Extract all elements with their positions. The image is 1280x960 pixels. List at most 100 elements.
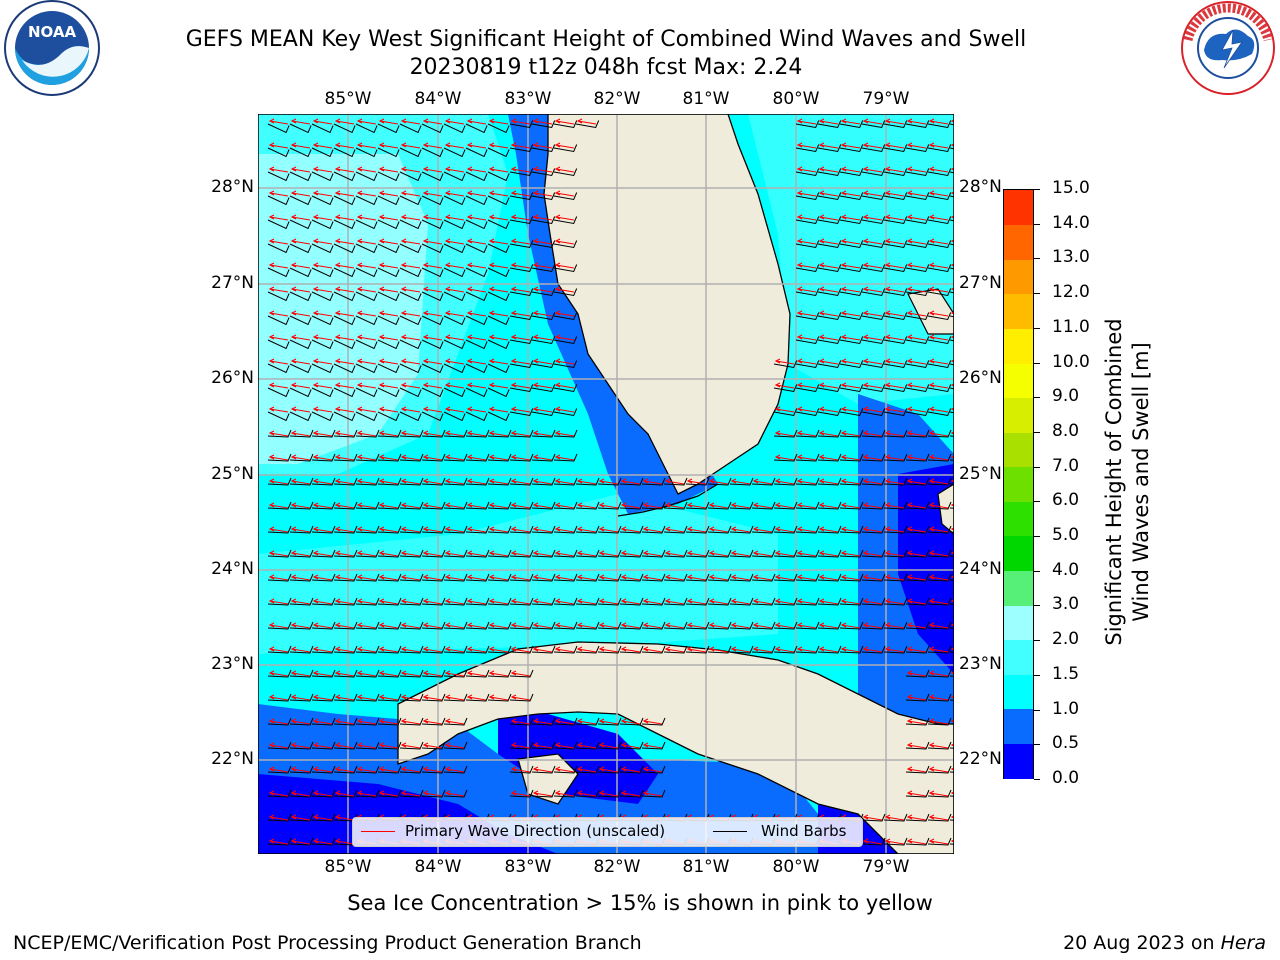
colorbar-tick-label: 13.0	[1052, 247, 1090, 268]
wind-barb	[883, 645, 908, 654]
wind-barb	[531, 120, 556, 129]
lat-tick-left: 23°N	[211, 654, 254, 674]
wave-direction-arrow	[796, 358, 817, 365]
wind-barb	[597, 765, 622, 774]
wave-direction-arrow	[400, 718, 421, 725]
wave-direction-arrow	[290, 550, 311, 557]
wind-barb	[267, 765, 292, 774]
wind-barb	[619, 501, 644, 510]
wave-direction-arrow	[840, 574, 861, 581]
wind-barb	[553, 216, 578, 225]
colorbar-tick-label: 2.0	[1052, 629, 1080, 650]
wave-direction-arrow	[554, 118, 575, 125]
wind-barb	[399, 765, 424, 774]
colorbar-cell	[1004, 362, 1033, 399]
wind-barb	[663, 525, 688, 534]
wind-barb	[707, 645, 732, 654]
wave-direction-arrow	[356, 430, 377, 437]
wave-direction-arrow	[774, 454, 795, 461]
wind-barb	[817, 621, 842, 630]
wave-direction-arrow	[774, 550, 795, 557]
wind-barb	[927, 837, 952, 846]
wind-barb	[333, 645, 358, 654]
wave-direction-arrow	[642, 766, 663, 773]
wave-direction-arrow	[510, 790, 531, 797]
wind-barb	[267, 267, 290, 278]
wave-direction-arrow	[510, 646, 531, 653]
wave-direction-arrow	[466, 118, 487, 125]
wave-direction-arrow	[598, 550, 619, 557]
wind-barb	[465, 669, 490, 678]
wind-barb	[509, 429, 534, 438]
wind-barb	[861, 501, 886, 510]
wave-direction-arrow	[422, 646, 443, 653]
wind-barb	[355, 315, 378, 326]
wind-barb	[839, 597, 864, 606]
wind-barb	[267, 525, 292, 534]
wave-direction-arrow	[554, 238, 575, 245]
wave-direction-arrow	[576, 526, 597, 533]
wave-direction-arrow	[818, 166, 839, 173]
wave-direction-arrow	[268, 766, 289, 773]
wind-barb	[509, 264, 534, 273]
lon-tick-top: 82°W	[593, 89, 641, 109]
wave-direction-arrow	[620, 574, 641, 581]
wave-direction-arrow	[466, 310, 487, 317]
wind-barb	[685, 477, 710, 486]
wind-barb	[927, 312, 952, 321]
wave-direction-arrow	[554, 382, 575, 389]
wave-direction-arrow	[840, 166, 861, 173]
wave-direction-arrow	[774, 502, 795, 509]
wave-direction-arrow	[422, 790, 443, 797]
wave-direction-arrow	[796, 478, 817, 485]
wave-direction-arrow	[268, 214, 289, 221]
wave-direction-arrow	[466, 502, 487, 509]
wind-barb	[421, 645, 446, 654]
wind-barb	[795, 336, 820, 345]
wave-direction-arrow	[510, 166, 531, 173]
wave-direction-arrow	[598, 598, 619, 605]
wind-barb	[773, 597, 798, 606]
wind-barb	[377, 741, 402, 750]
wave-direction-arrow	[818, 190, 839, 197]
wind-barb	[597, 525, 622, 534]
wave-direction-arrow	[400, 190, 421, 197]
wave-direction-arrow	[356, 334, 377, 341]
wind-barb	[641, 501, 666, 510]
wave-direction-arrow	[532, 478, 553, 485]
wind-barb	[773, 573, 798, 582]
wave-direction-arrow	[928, 622, 949, 629]
wave-direction-arrow	[290, 742, 311, 749]
wave-direction-arrow	[312, 430, 333, 437]
wind-barb	[531, 741, 556, 750]
wave-direction-arrow	[334, 310, 355, 317]
wind-barb	[795, 573, 820, 582]
noaa-logo: NOAA	[2, 0, 102, 100]
wind-barb	[905, 168, 930, 177]
wave-direction-arrow	[664, 622, 685, 629]
wind-barb	[883, 120, 908, 129]
wave-direction-arrow	[444, 238, 465, 245]
wave-direction-arrow	[422, 502, 443, 509]
wind-barb	[289, 549, 314, 558]
wave-direction-arrow	[510, 142, 531, 149]
wind-barb	[817, 525, 842, 534]
wave-direction-arrow	[884, 214, 905, 221]
wind-barb	[355, 123, 378, 134]
wave-direction-arrow	[884, 286, 905, 293]
wave-direction-arrow	[312, 670, 333, 677]
wind-barb	[443, 549, 468, 558]
wind-barb	[905, 549, 930, 558]
wave-direction-arrow	[378, 742, 399, 749]
wave-direction-arrow	[290, 670, 311, 677]
wind-barb	[509, 453, 534, 462]
wave-direction-arrow	[444, 262, 465, 269]
wind-barb	[817, 264, 842, 273]
wave-direction-arrow	[862, 454, 883, 461]
wind-barb	[465, 411, 488, 422]
wind-barb	[861, 120, 886, 129]
wind-barb	[487, 477, 512, 486]
wave-direction-arrow	[268, 598, 289, 605]
wind-barb	[355, 291, 378, 302]
wind-barb	[289, 717, 314, 726]
